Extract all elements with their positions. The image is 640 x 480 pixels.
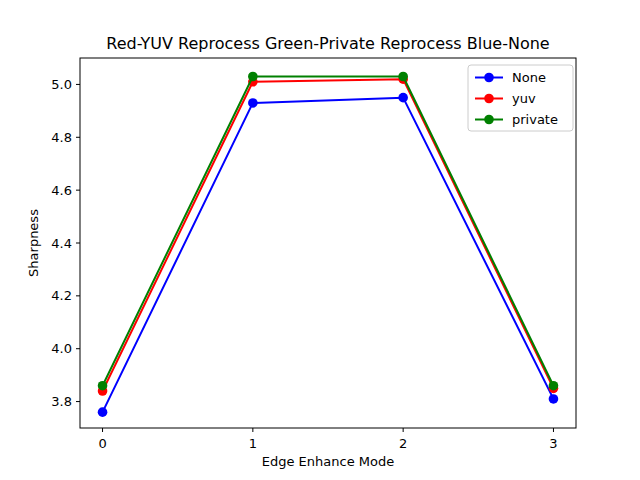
x-tick-label: 2 — [399, 436, 407, 451]
chart-canvas: Red-YUV Reprocess Green-Private Reproces… — [0, 0, 640, 480]
legend-label: private — [512, 112, 558, 127]
legend-marker — [484, 94, 494, 104]
y-tick-label: 4.4 — [51, 236, 72, 251]
y-tick-label: 4.2 — [51, 288, 72, 303]
legend-label: None — [512, 70, 546, 85]
legend-marker — [484, 115, 494, 125]
plot-area: 0 1 2 3 3.8 4.0 4.2 4.4 4.6 4.8 5.0 None yuv private — [51, 58, 576, 451]
legend-label: yuv — [512, 91, 536, 106]
y-tick-label: 3.8 — [51, 394, 72, 409]
y-tick-label: 4.8 — [51, 130, 72, 145]
chart-title: Red-YUV Reprocess Green-Private Reproces… — [106, 34, 549, 53]
data-point-private — [398, 72, 408, 82]
legend-marker — [484, 73, 494, 83]
matplotlib-figure: Red-YUV Reprocess Green-Private Reproces… — [0, 0, 640, 480]
data-point-none — [549, 394, 559, 404]
data-point-none — [248, 98, 258, 108]
y-axis-label: Sharpness — [26, 209, 41, 277]
x-tick-label: 0 — [98, 436, 106, 451]
data-point-none — [98, 407, 108, 417]
y-tick-label: 5.0 — [51, 77, 72, 92]
x-tick-label: 1 — [249, 436, 257, 451]
data-point-private — [248, 72, 258, 82]
data-point-none — [398, 93, 408, 103]
y-tick-label: 4.0 — [51, 341, 72, 356]
data-point-private — [98, 381, 108, 391]
series-line-none — [103, 98, 554, 413]
x-axis-label: Edge Enhance Mode — [262, 454, 394, 469]
x-tick-label: 3 — [549, 436, 557, 451]
y-tick-label: 4.6 — [51, 183, 72, 198]
data-point-private — [549, 381, 559, 391]
